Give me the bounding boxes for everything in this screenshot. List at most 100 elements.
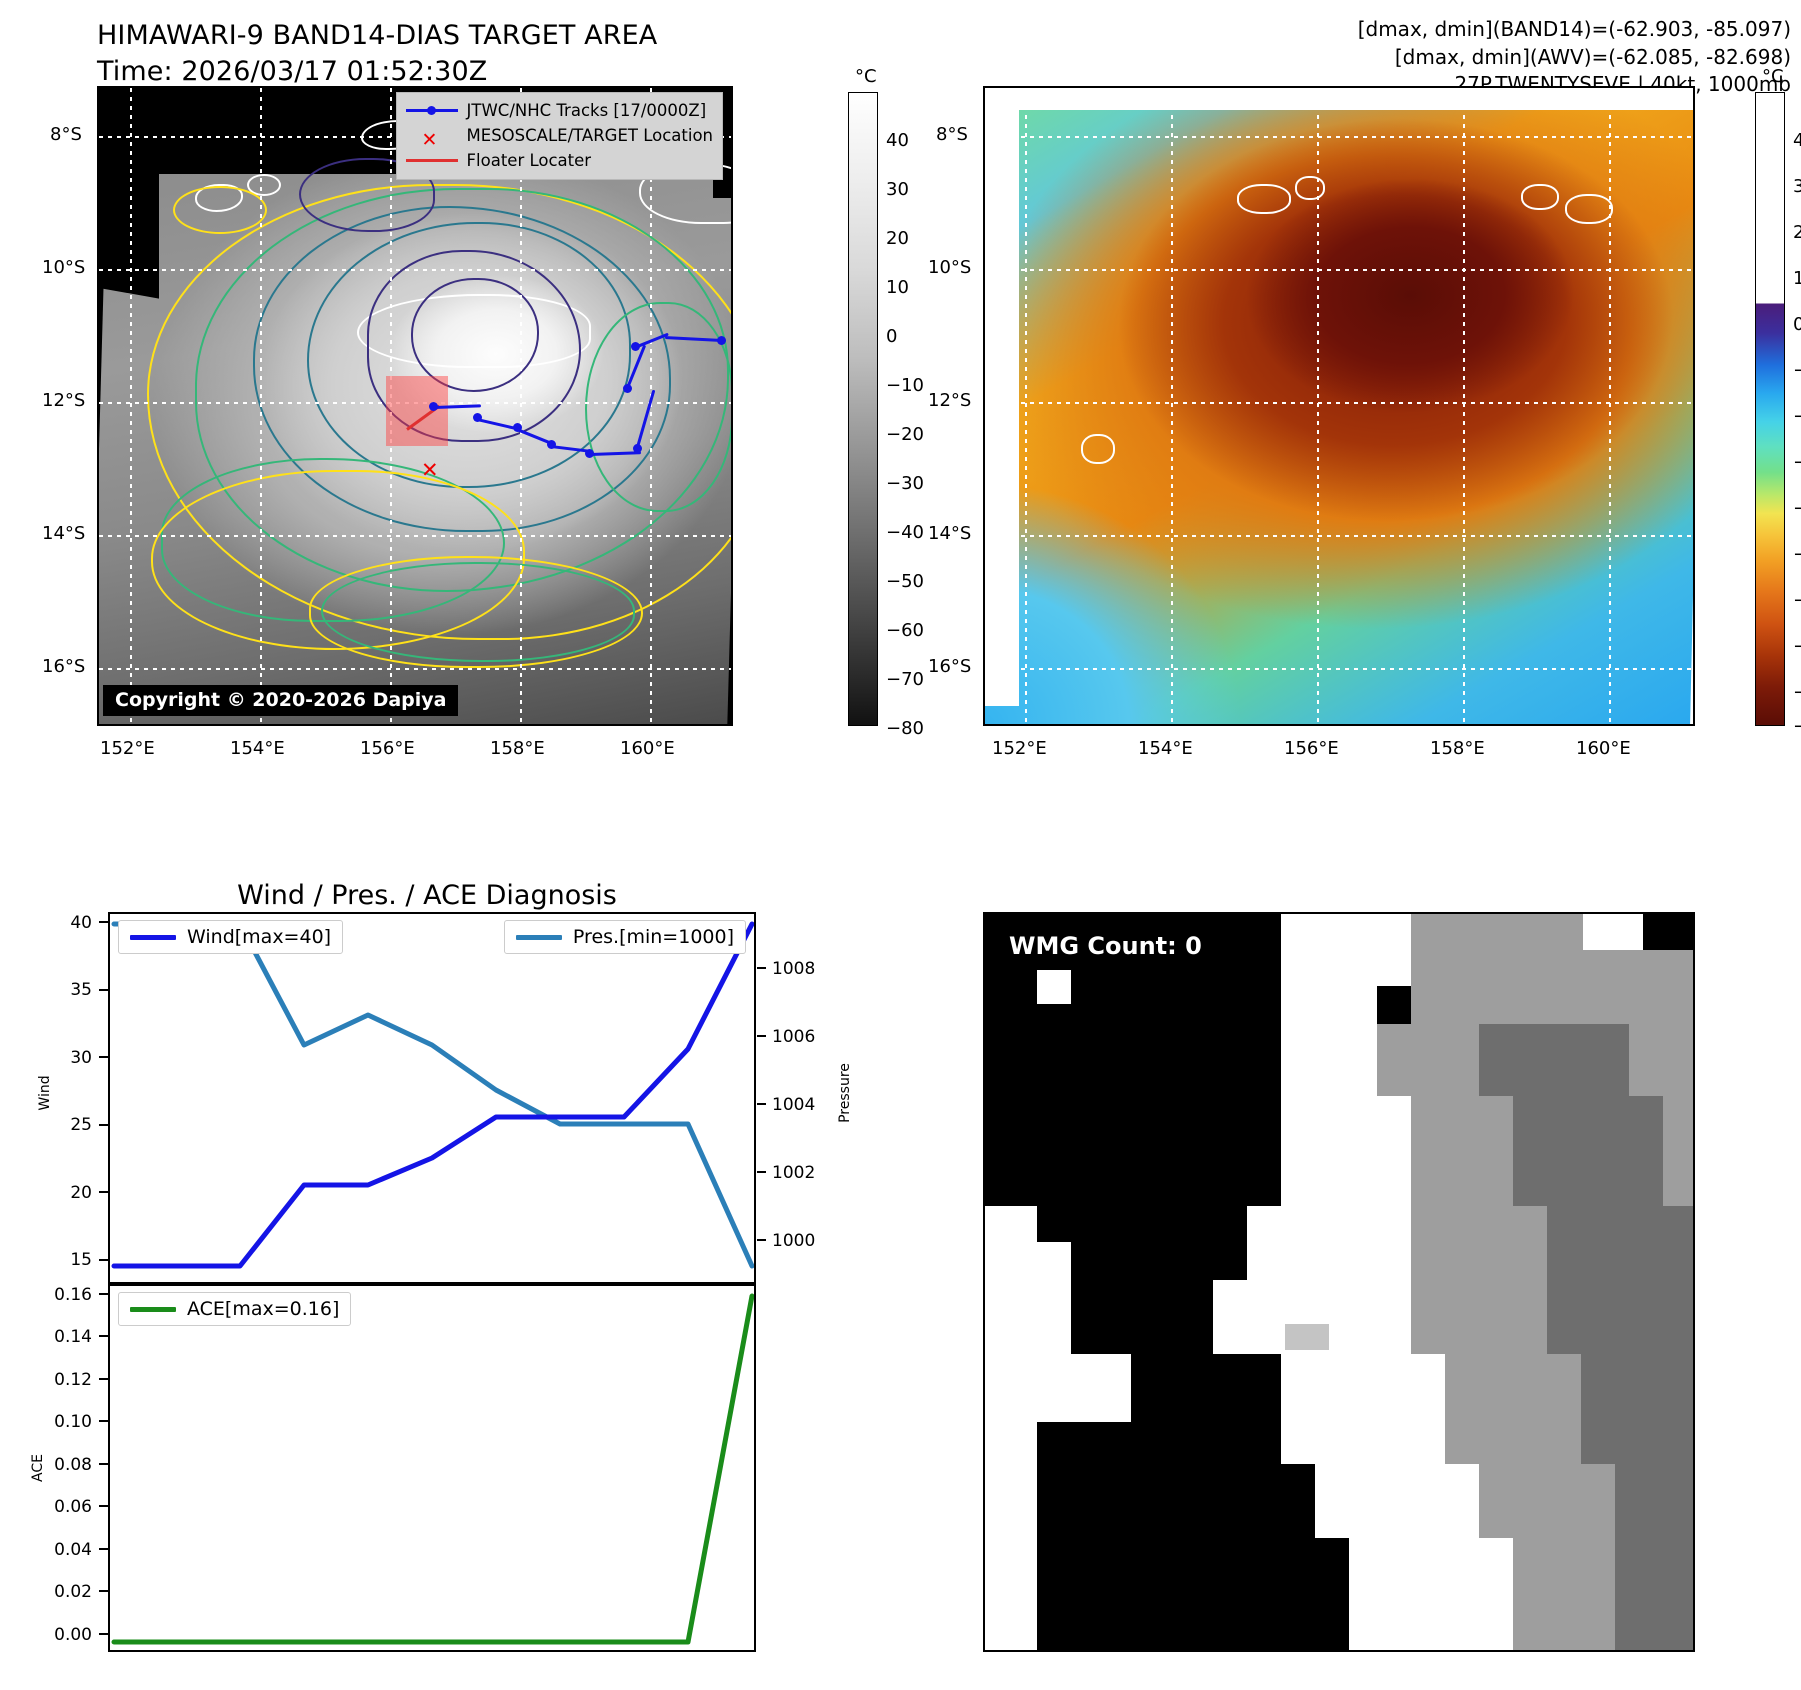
ace-chart[interactable]: ACE[max=0.16] bbox=[108, 1284, 756, 1652]
mesoscale-target-marker[interactable]: ✕ bbox=[421, 458, 439, 482]
ace-ytick-008: 0.08 bbox=[54, 1455, 92, 1475]
awv-lon-tick-156e: 156°E bbox=[1284, 738, 1339, 759]
pressure-tickmark-1004 bbox=[757, 1103, 766, 1105]
wmg-count-label: WMG Count: 0 bbox=[1009, 932, 1202, 960]
awv-lat-tick-16s: 16°S bbox=[928, 656, 972, 677]
ir-cb-tick-10: 10 bbox=[886, 277, 909, 298]
awv-lat-tick-14s: 14°S bbox=[928, 523, 972, 544]
coastline-island-2 bbox=[247, 174, 281, 196]
awv-colorbar-unit: °C bbox=[1762, 66, 1784, 87]
band14-ir-panel[interactable]: ✕ JTWC/NHC Tracks [17/0000Z] ✕ MESOSCALE… bbox=[97, 86, 733, 726]
ace-ytick-004: 0.04 bbox=[54, 1540, 92, 1560]
contour-ring-navy-eye bbox=[411, 278, 539, 392]
pressure-legend: Pres.[min=1000] bbox=[503, 920, 746, 954]
legend-row-tracks: JTWC/NHC Tracks [17/0000Z] bbox=[405, 98, 713, 123]
ir-gridline-lat-16 bbox=[99, 668, 731, 670]
ir-colorbar-unit: °C bbox=[855, 66, 877, 87]
pressure-ytick-1006: 1006 bbox=[772, 1027, 816, 1047]
ace-ytick-016: 0.16 bbox=[54, 1285, 92, 1305]
pressure-ytick-1000: 1000 bbox=[772, 1231, 816, 1251]
pressure-ytick-1004: 1004 bbox=[772, 1095, 816, 1115]
ir-gridline-lon-156 bbox=[390, 88, 392, 724]
awv-gridline-lon-156 bbox=[1317, 88, 1319, 724]
ace-ytick-000: 0.00 bbox=[54, 1625, 92, 1645]
wind-legend: Wind[max=40] bbox=[118, 920, 344, 954]
awv-coastline-2 bbox=[1295, 176, 1325, 200]
contour-ring-yellow-nw-small bbox=[173, 186, 267, 234]
wmg-block-dg1 bbox=[1479, 1024, 1629, 1096]
awv-cool-region-sw bbox=[985, 394, 1315, 724]
wind-axis-label: Wind bbox=[37, 1075, 53, 1111]
ir-cb-tick-m80: −80 bbox=[886, 718, 924, 739]
awv-lon-tick-154e: 154°E bbox=[1138, 738, 1193, 759]
red-x-marker-icon: ✕ bbox=[421, 128, 438, 151]
ace-tickmark-010 bbox=[99, 1420, 108, 1422]
ir-cb-tick-40: 40 bbox=[886, 130, 909, 151]
awv-gridline-lon-152 bbox=[1025, 88, 1027, 724]
awv-lat-tick-10s: 10°S bbox=[928, 257, 972, 278]
ace-legend-label: ACE[max=0.16] bbox=[187, 1298, 340, 1320]
wmg-block-w5 bbox=[1247, 1206, 1411, 1280]
ace-plot-area bbox=[111, 1293, 754, 1645]
wmg-block-w2 bbox=[1281, 914, 1411, 986]
copyright-notice: Copyright © 2020-2026 Dapiya bbox=[103, 685, 459, 716]
dmax-awv-text: [dmax, dmin](AWV)=(-62.085, -82.698) bbox=[1394, 44, 1791, 69]
track-point-3[interactable] bbox=[513, 423, 522, 432]
track-point-4[interactable] bbox=[547, 440, 556, 449]
ir-lat-tick-14s: 14°S bbox=[42, 523, 86, 544]
wmg-block-speck bbox=[1285, 1324, 1329, 1350]
wmg-block-w14 bbox=[1581, 914, 1643, 954]
wmg-block-dg4 bbox=[1581, 1354, 1693, 1464]
wmg-block-dg2 bbox=[1513, 1096, 1663, 1206]
ace-tickmark-006 bbox=[99, 1505, 108, 1507]
ir-gridline-lat-12 bbox=[99, 402, 731, 404]
ir-cb-tick-0: 0 bbox=[886, 326, 898, 347]
ace-tickmark-012 bbox=[99, 1378, 108, 1380]
ir-lon-tick-152e: 152°E bbox=[100, 738, 155, 759]
awv-cb-tick-10: 10 bbox=[1793, 268, 1801, 289]
wmg-panel[interactable]: WMG Count: 0 bbox=[983, 912, 1695, 1652]
awv-lat-tick-12s: 12°S bbox=[928, 390, 972, 411]
awv-cb-tick-m70: −70 bbox=[1793, 636, 1801, 657]
legend-label-target: MESOSCALE/TARGET Location bbox=[466, 126, 713, 146]
track-point-2[interactable] bbox=[473, 413, 482, 422]
diagnosis-chart-title: Wind / Pres. / ACE Diagnosis bbox=[237, 880, 617, 911]
page-title: HIMAWARI-9 BAND14-DIAS TARGET AREA Time:… bbox=[97, 18, 657, 89]
ir-lon-tick-158e: 158°E bbox=[490, 738, 545, 759]
wind-tickmark-25 bbox=[99, 1124, 108, 1126]
track-point-7[interactable] bbox=[623, 384, 632, 393]
wmg-block-w9 bbox=[1349, 1538, 1513, 1650]
line-marker-blue-icon bbox=[405, 104, 458, 118]
track-point-8[interactable] bbox=[631, 342, 640, 351]
wind-ytick-15: 15 bbox=[70, 1250, 92, 1270]
awv-lon-tick-158e: 158°E bbox=[1430, 738, 1485, 759]
track-point-5[interactable] bbox=[585, 449, 594, 458]
ir-gridline-lon-152 bbox=[130, 88, 132, 724]
wind-ytick-35: 35 bbox=[70, 980, 92, 1000]
ir-cb-tick-m30: −30 bbox=[886, 473, 924, 494]
track-point-9[interactable] bbox=[717, 336, 726, 345]
wind-pressure-chart[interactable]: Wind[max=40] Pres.[min=1000] bbox=[108, 912, 756, 1284]
wmg-block-w7 bbox=[1281, 1354, 1445, 1464]
awv-gridline-lat-14 bbox=[985, 535, 1693, 537]
track-point-6[interactable] bbox=[633, 444, 642, 453]
ir-lat-tick-10s: 10°S bbox=[42, 257, 86, 278]
legend-row-floater: Floater Locater bbox=[405, 148, 713, 173]
ir-cb-tick-m60: −60 bbox=[886, 620, 924, 641]
dmax-band14-text: [dmax, dmin](BAND14)=(-62.903, -85.097) bbox=[1357, 17, 1791, 41]
pressure-legend-color-key bbox=[515, 934, 562, 940]
contour-ring-green-e bbox=[585, 302, 731, 512]
ir-cb-tick-m70: −70 bbox=[886, 669, 924, 690]
awv-gridline-lon-158 bbox=[1463, 88, 1465, 724]
wind-tickmark-35 bbox=[99, 989, 108, 991]
ir-cb-tick-m20: −20 bbox=[886, 424, 924, 445]
contour-ring-green-s bbox=[321, 562, 635, 662]
ir-cb-tick-m40: −40 bbox=[886, 522, 924, 543]
awv-panel[interactable] bbox=[983, 86, 1695, 726]
track-point-1[interactable] bbox=[429, 402, 438, 411]
pressure-tickmark-1002 bbox=[757, 1171, 766, 1173]
wind-ytick-25: 25 bbox=[70, 1115, 92, 1135]
wmg-block-dg3 bbox=[1547, 1206, 1693, 1354]
ir-gridline-lon-160 bbox=[650, 88, 652, 724]
